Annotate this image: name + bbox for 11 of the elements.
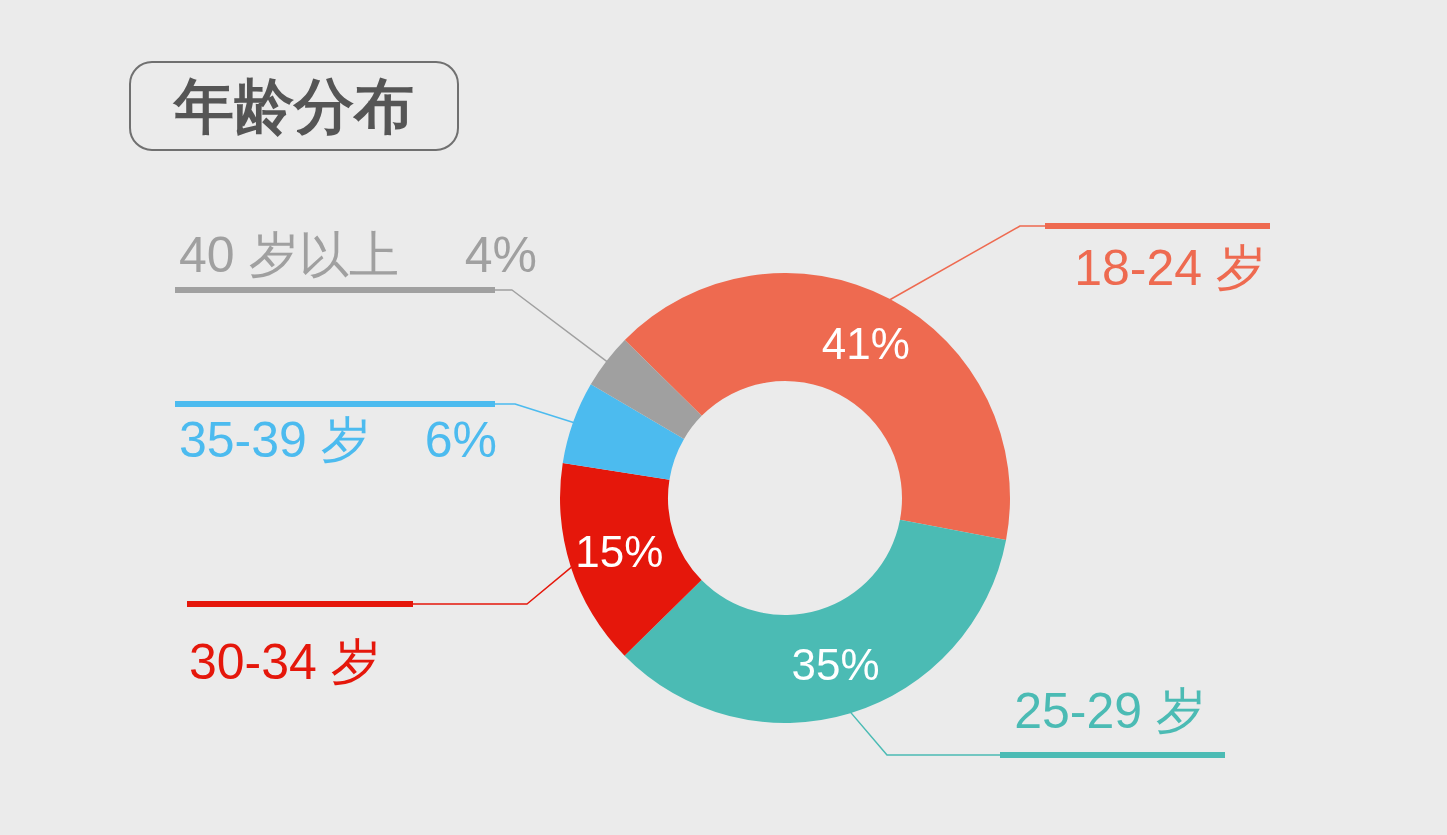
slice-label: 18-24 岁 bbox=[1074, 240, 1266, 296]
data-label: 4% bbox=[464, 227, 537, 283]
slice-label: 25-29 岁 bbox=[1014, 683, 1206, 739]
data-label: 15% bbox=[575, 526, 664, 576]
slice-label: 35-39 岁 bbox=[179, 412, 371, 468]
data-label: 6% bbox=[424, 412, 497, 468]
slice-label: 40 岁以上 bbox=[179, 227, 399, 283]
data-label: 35% bbox=[791, 640, 880, 689]
data-label: 41% bbox=[821, 319, 910, 369]
slice-label: 30-34 岁 bbox=[189, 634, 381, 690]
chart-title: 年龄分布 bbox=[172, 72, 414, 140]
